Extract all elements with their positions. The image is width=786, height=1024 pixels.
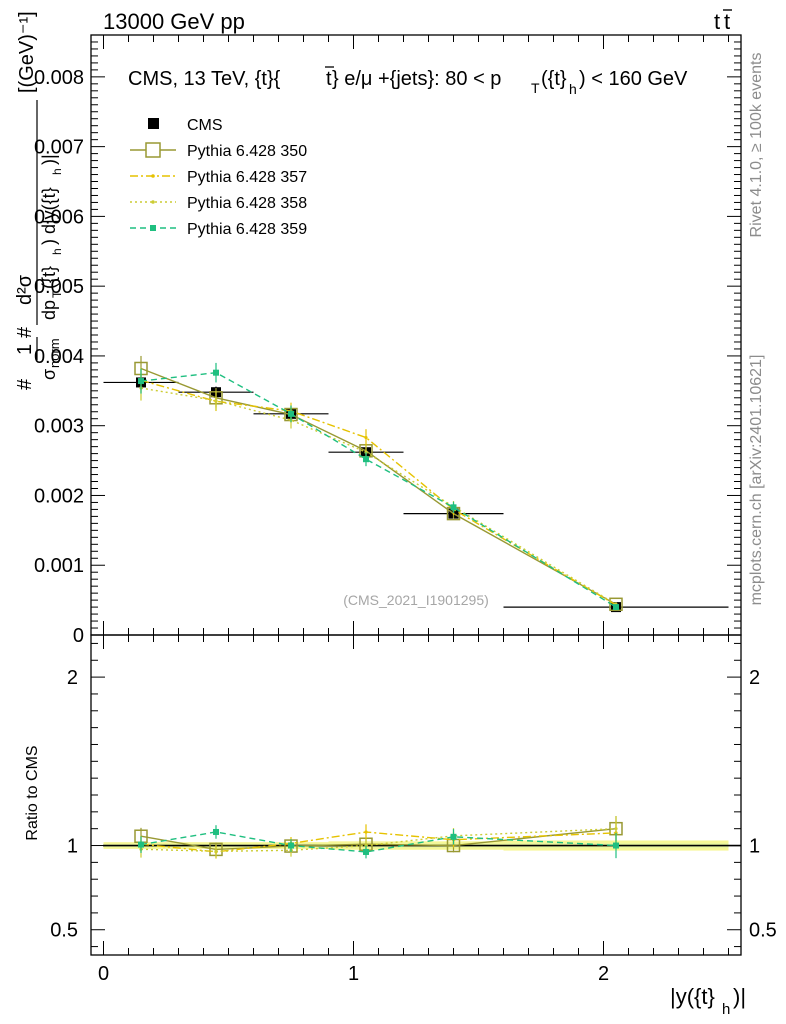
header-t: t xyxy=(714,9,720,34)
y-tick-label: 0.007 xyxy=(34,137,84,159)
title-start: CMS, 13 TeV, {t}{ xyxy=(128,68,281,90)
x-tick-label: 1 xyxy=(348,963,359,985)
y-tick-label: 0.002 xyxy=(34,485,84,507)
ratio-line-3 xyxy=(140,831,617,853)
ratio-tick-label-right: 0.5 xyxy=(749,920,777,942)
series-point-3 xyxy=(138,378,144,385)
ratio-point-1 xyxy=(364,830,368,834)
legend-marker-2 xyxy=(151,200,155,204)
legend-marker-1 xyxy=(151,174,155,178)
legend-label-0: Pythia 6.428 350 xyxy=(187,143,307,160)
ratio-line-2 xyxy=(140,827,617,853)
x-tick-label: 0 xyxy=(98,963,109,985)
ratio-tick-label-left: 1 xyxy=(67,836,78,858)
ylabel-denominator-close: )| xyxy=(39,154,59,165)
plot-title: CMS, 13 TeV, {t}{ t } e/μ +{jets}: 80 < … xyxy=(128,66,688,97)
ratio-tick-label-right: 1 xyxy=(749,836,760,858)
ratio-point-2 xyxy=(214,849,218,853)
ratio-point-3 xyxy=(363,848,369,855)
ratio-point-3 xyxy=(288,842,294,849)
axis-tick-labels: 0 1 2 0 0.001 0.002 0.003 0.004 0.005 0.006 0.007 0… xyxy=(34,67,777,985)
y-tick-label: 0.001 xyxy=(34,555,84,577)
ylabel-units: [(GeV)⁻¹] xyxy=(16,11,38,93)
ylabel-one: 1 xyxy=(14,344,36,355)
header-process: 13000 GeV pp xyxy=(103,9,245,34)
series-line-2 xyxy=(140,387,617,605)
y-tick-label: 0.006 xyxy=(34,206,84,228)
y-tick-label: 0.008 xyxy=(34,67,84,89)
legend-label-1: Pythia 6.428 357 xyxy=(187,169,307,186)
y-axis-label: # 1 σ norm # d²σ dp T ({t} h ) d|y({t} h… xyxy=(14,11,64,390)
ylabel-hash2: # xyxy=(14,326,36,338)
ylabel-d2sigma: d²σ xyxy=(14,274,36,305)
series-point-3 xyxy=(613,604,619,611)
analysis-watermark: (CMS_2021_I1901295) xyxy=(343,592,489,608)
xlabel-end: )| xyxy=(733,984,746,1009)
header-tbar: t xyxy=(724,9,730,34)
legend-cms-marker xyxy=(148,118,159,129)
title-tbar: t xyxy=(326,68,332,90)
axis-ticks xyxy=(91,34,741,955)
y-tick-label: 0.005 xyxy=(34,276,84,298)
title-mid: } e/μ +{jets}: 80 < p xyxy=(332,68,501,90)
ratio-y-axis-label: Ratio to CMS xyxy=(24,745,41,840)
title-paren: ({t} xyxy=(541,68,567,90)
ylabel-sigma-norm: σ xyxy=(39,369,59,380)
y-tick-label: 0.004 xyxy=(34,346,84,368)
legend: CMS Pythia 6.428 350 Pythia 6.428 357 Pythi… xyxy=(130,117,307,238)
legend-marker-3 xyxy=(150,225,156,231)
series-point-0 xyxy=(609,597,623,612)
legend-label-2: Pythia 6.428 358 xyxy=(187,195,307,212)
ylabel-denominator-end: ) d|y({t} xyxy=(39,187,59,245)
legend-label-3: Pythia 6.428 359 xyxy=(187,221,307,238)
ratio-point-3 xyxy=(613,842,619,849)
ylabel-denominator-rest: ({t} xyxy=(39,266,59,289)
xlabel-sub: h xyxy=(722,1001,730,1018)
ratio-tick-label-right: 2 xyxy=(749,667,760,689)
ylabel-hash1: # xyxy=(14,378,36,390)
ratio-point-3 xyxy=(213,828,219,835)
ratio-tick-label-left: 0.5 xyxy=(50,920,78,942)
ratio-line-0 xyxy=(140,827,617,851)
header-tt-symbol: t t xyxy=(714,9,732,34)
series-line-1 xyxy=(140,379,617,606)
series-line-3 xyxy=(140,371,617,608)
series-line-0 xyxy=(140,367,617,605)
legend-cms-label: CMS xyxy=(187,117,223,134)
ratio-panel-frame xyxy=(90,634,742,956)
legend-marker-0 xyxy=(145,142,161,158)
y-tick-label: 0 xyxy=(73,625,84,647)
xlabel-main: |y({t} xyxy=(670,984,715,1009)
ylabel-denominator-T: T xyxy=(50,290,64,298)
y-tick-label: 0.003 xyxy=(34,416,84,438)
mcplots-label: mcplots.cern.ch [arXiv:2401.10621] xyxy=(748,355,765,606)
rivet-label: Rivet 4.1.0, ≥ 100k events xyxy=(748,53,765,238)
title-sub-T: T xyxy=(531,80,540,96)
ratio-point-2 xyxy=(614,827,618,831)
ylabel-denominator-h: h xyxy=(50,248,64,255)
title-end: ) < 160 GeV xyxy=(579,68,688,90)
main-series xyxy=(103,355,729,613)
series-point-3 xyxy=(363,456,369,463)
ratio-tick-label-left: 2 xyxy=(67,667,78,689)
ratio-series xyxy=(134,816,623,859)
ylabel-denominator: dp xyxy=(39,300,59,320)
title-sub-h: h xyxy=(569,81,577,97)
ratio-point-3 xyxy=(138,841,144,848)
series-point-2 xyxy=(214,398,218,403)
ylabel-denominator-h2: h xyxy=(50,168,64,175)
ylabel-norm-sub: norm xyxy=(47,338,62,368)
ratio-point-3 xyxy=(450,833,457,840)
series-point-3 xyxy=(450,504,457,511)
x-axis-label: |y({t} h )| xyxy=(670,984,746,1018)
series-point-3 xyxy=(288,410,294,417)
series-point-3 xyxy=(213,369,219,376)
series-point-1 xyxy=(364,435,368,440)
x-tick-label: 2 xyxy=(598,963,609,985)
